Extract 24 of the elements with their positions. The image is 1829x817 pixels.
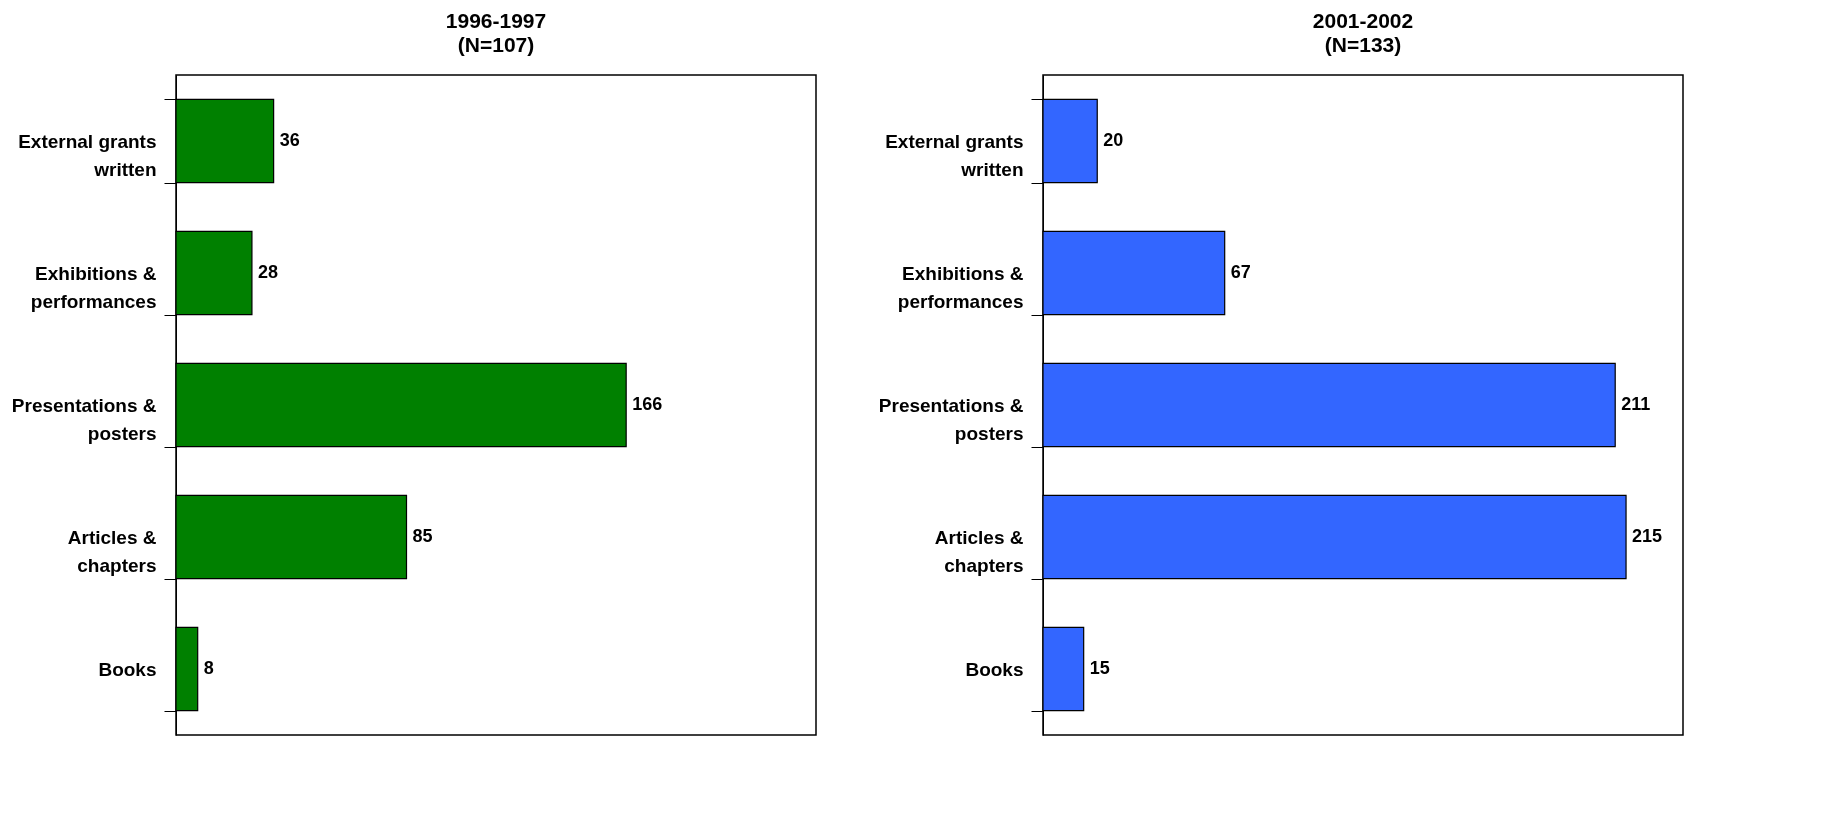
data-label: 20	[1103, 130, 1124, 150]
chart-subtitle: (N=107)	[457, 33, 535, 56]
data-label: 36	[279, 130, 300, 150]
y-tick-label: Presentations & posters	[878, 394, 1024, 444]
data-label: 28	[257, 262, 278, 282]
y-tick-label: Exhibitions & performances	[897, 262, 1024, 312]
data-label: 15	[1089, 658, 1110, 678]
chart-title: 2001-2002	[1312, 9, 1414, 32]
data-label: 8	[203, 658, 214, 678]
y-tick-label: Exhibitions & performances	[30, 262, 157, 312]
y-tick-label: Presentations & posters	[11, 394, 157, 444]
chart-subtitle: (N=133)	[1324, 33, 1402, 56]
y-tick-label: External grants written	[18, 130, 157, 180]
y-tick-label: Books	[98, 658, 157, 680]
y-tick-label: Articles & chapters	[67, 526, 157, 576]
y-tick-label: Articles & chapters	[934, 526, 1024, 576]
data-label: 215	[1632, 526, 1663, 546]
data-label: 85	[412, 526, 433, 546]
data-label: 211	[1621, 394, 1651, 414]
y-tick-label: Books	[965, 658, 1024, 680]
data-label: 166	[632, 394, 663, 414]
data-label: 67	[1230, 262, 1251, 282]
y-tick-label: External grants written	[885, 130, 1024, 180]
chart-title: 1996-1997	[445, 9, 547, 32]
